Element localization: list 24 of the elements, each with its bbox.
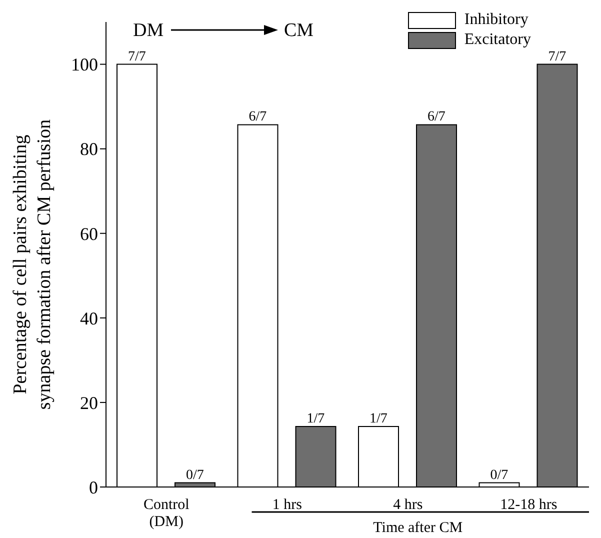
data-label: 7/7	[128, 49, 146, 64]
y-tick-label: 0	[89, 477, 98, 498]
text: Time after CM	[373, 520, 463, 536]
data-label: 7/7	[548, 49, 566, 64]
y-tick-label: 100	[71, 54, 98, 75]
data-label: 6/7	[428, 110, 446, 125]
legend-label: Inhibitory	[464, 11, 528, 29]
data-label: 0/7	[490, 468, 508, 483]
annotation: CM	[284, 20, 314, 41]
y-tick-label: 20	[80, 392, 98, 413]
y-tick-label: 60	[80, 224, 98, 244]
y-axis-title: Percentage of cell pairs exhibiting synapse formation after CM perfusion	[10, 118, 55, 410]
x-tick-label: Control (DM)	[143, 497, 190, 530]
legend-label: Excitatory	[464, 31, 531, 49]
data-label: 1/7	[370, 412, 388, 427]
data-label: 1/7	[306, 412, 325, 427]
data-label: 0/7	[186, 468, 204, 483]
x-tick-label: 12-18 hrs	[500, 497, 558, 513]
y-tick-label: 80	[80, 139, 98, 160]
y-tick-label: 40	[80, 308, 98, 328]
x-tick-label: 1 hrs	[272, 497, 302, 513]
x-tick-label: 4 hrs	[393, 497, 423, 513]
data-label: 6/7	[248, 110, 267, 125]
annotation: DM	[133, 20, 164, 41]
